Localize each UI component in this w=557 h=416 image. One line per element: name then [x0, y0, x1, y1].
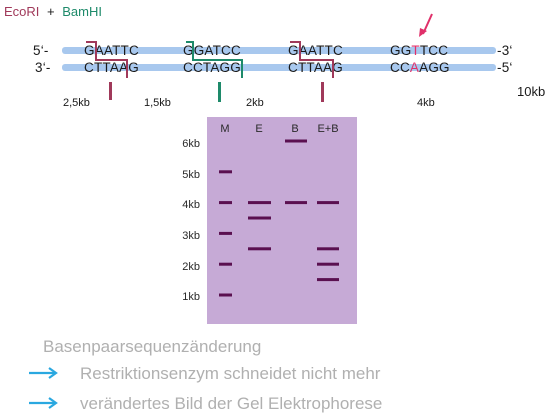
bullet-arrow-icon-2 — [29, 397, 58, 409]
legend: EcoRI + BamHI — [4, 4, 102, 19]
site4-top-sequence: GGTTCC — [390, 43, 448, 58]
gel-band-m-3kb — [219, 231, 232, 235]
end-label-5-top: 5‘- — [33, 43, 49, 58]
gel-band-eb-2kb — [317, 262, 339, 266]
gel-band-e-4kb — [248, 201, 271, 205]
site2-top-sequence: GGATCC — [183, 43, 241, 58]
end-label-3-top: -3‘ — [497, 43, 513, 58]
gel-band-eb-4kb — [317, 201, 339, 205]
gel-bands — [219, 139, 339, 297]
ecori-cut-line-1 — [86, 41, 128, 78]
legend-ecori: EcoRI — [4, 4, 39, 19]
lane-header-e: E — [255, 123, 262, 135]
note-heading: Basenpaarsequenzänderung — [43, 337, 261, 356]
mutated-base-bottom: A — [410, 60, 419, 75]
lane-header-b: B — [291, 123, 298, 135]
total-length-label: 10kb — [517, 84, 545, 99]
bamhi-cut-line — [186, 41, 243, 78]
marker-label-1kb: 1kb — [182, 291, 200, 303]
fragment-label-4: 4kb — [417, 97, 435, 109]
dna-bottom-strand — [62, 64, 496, 71]
mutation-arrow-icon — [419, 13, 433, 37]
ecori-cut-marker-1 — [109, 82, 112, 100]
gel-band-m-1kb — [219, 293, 232, 297]
fragment-label-3: 2kb — [246, 97, 264, 109]
marker-label-5kb: 5kb — [182, 169, 200, 181]
lane-header-m: M — [220, 123, 229, 135]
note-bullet-2: verändertes Bild der Gel Elektrophorese — [80, 394, 382, 413]
gel-band-eb-2_5kb — [317, 247, 339, 251]
gel-band-b-6kb — [285, 139, 307, 143]
site3-bottom-sequence: CTTAAG — [288, 60, 343, 75]
note-bullet-1: Restriktionsenzym schneidet nicht mehr — [80, 364, 381, 383]
gel-band-e-3_5kb — [248, 216, 271, 220]
end-label-3-bottom: 3‘- — [35, 60, 51, 75]
mutated-base-top: T — [411, 43, 419, 58]
end-label-5-bottom: -5‘ — [497, 60, 513, 75]
gel-band-m-2kb — [219, 262, 232, 266]
gel-band-m-4kb — [219, 201, 232, 205]
gel-band-m-5kb — [219, 170, 232, 174]
marker-label-2kb: 2kb — [182, 261, 200, 273]
site1-top-sequence: GAATTC — [84, 43, 139, 58]
site2-bottom-sequence: CCTAGG — [183, 60, 241, 75]
lane-header-eb: E+B — [317, 123, 338, 135]
gel-background — [207, 117, 357, 324]
legend-plus: + — [47, 4, 55, 19]
dna-top-strand — [62, 47, 496, 54]
fragment-label-2: 1,5kb — [144, 97, 171, 109]
ecori-cut-marker-2 — [321, 82, 324, 102]
ecori-cut-line-2 — [290, 41, 334, 78]
marker-label-4kb: 4kb — [182, 199, 200, 211]
site3-top-sequence: GAATTC — [288, 43, 343, 58]
site1-bottom-sequence: CTTAAG — [84, 60, 139, 75]
gel-band-b-4kb — [285, 201, 307, 205]
marker-label-6kb: 6kb — [182, 138, 200, 150]
bullet-arrow-icon-1 — [29, 367, 58, 379]
legend-bamhi: BamHI — [62, 4, 102, 19]
gel-band-e-2_5kb — [248, 247, 271, 251]
site4-bottom-sequence: CCAAGG — [390, 60, 450, 75]
gel-band-eb-1_5kb — [317, 278, 339, 282]
bamhi-cut-marker — [218, 82, 221, 102]
marker-label-3kb: 3kb — [182, 230, 200, 242]
fragment-label-1: 2,5kb — [63, 97, 90, 109]
